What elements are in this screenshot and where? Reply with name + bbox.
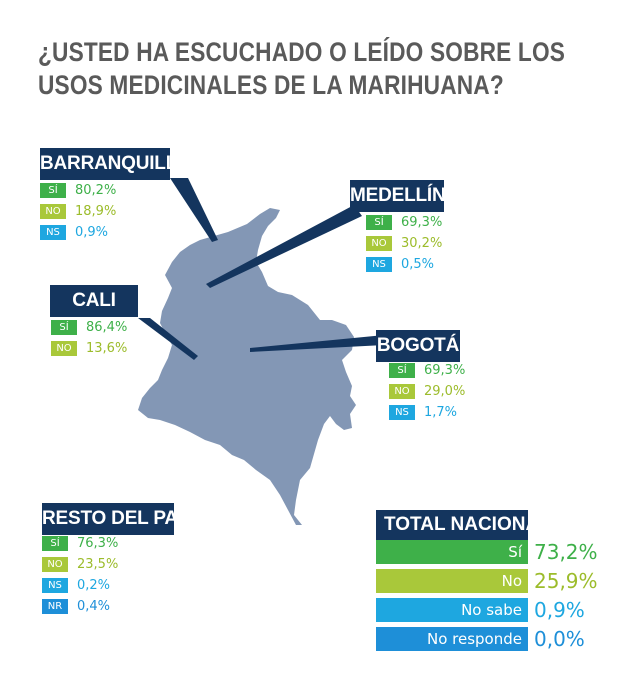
stat-row: SÍ 69,3% [389,361,480,380]
si-value: 69,3% [424,363,466,378]
title-line-2: USOS MEDICINALES DE LA MARIHUANA? [38,70,504,100]
region-stats-medellin: SÍ 69,3% NO 30,2% NS 0,5% [366,213,457,276]
chart-title: ¿USTED HA ESCUCHADO O LEÍDO SOBRE LOS US… [38,36,566,102]
region-label-bogota: BOGOTÁ [376,330,460,362]
stat-row: NO 30,2% [366,234,457,253]
national-si-bar: Sí [376,540,528,564]
si-value: 80,2% [75,183,117,198]
no-value: 23,5% [77,557,119,572]
stat-row: SÍ 80,2% [40,181,131,200]
national-row: No responde 0,0% [376,627,598,651]
no-chip: NO [51,341,77,356]
si-chip: SÍ [389,363,415,378]
no-value: 30,2% [401,236,443,251]
stat-row: SÍ 86,4% [51,318,142,337]
barranquilla-pointer [170,178,218,242]
no-chip: NO [42,557,68,572]
region-stats-barranquilla: SÍ 80,2% NO 18,9% NS 0,9% [40,181,131,244]
national-row: Sí 73,2% [376,540,598,564]
ns-chip: NS [389,405,415,420]
national-ns-value: 0,9% [534,598,585,622]
region-label-cali: CALI [50,285,138,317]
ns-chip: NS [42,578,68,593]
national-total-rows: Sí 73,2% No 25,9% No sabe 0,9% No respon… [376,540,598,656]
ns-chip: NS [366,257,392,272]
no-value: 13,6% [86,341,128,356]
national-nr-bar: No responde [376,627,528,651]
no-value: 18,9% [75,204,117,219]
medellin-pointer [206,205,362,288]
region-stats-resto-del-pais: SÍ 76,3% NO 23,5% NS 0,2% NR 0,4% [42,534,133,618]
national-no-bar: No [376,569,528,593]
stat-row: NO 13,6% [51,339,142,358]
ns-value: 0,9% [75,225,109,240]
no-chip: NO [389,384,415,399]
stat-row: NS 0,2% [42,576,133,595]
si-value: 76,3% [77,536,119,551]
stat-row: NO 29,0% [389,382,480,401]
si-chip: SÍ [42,536,68,551]
ns-value: 0,2% [77,578,111,593]
national-no-value: 25,9% [534,569,598,593]
nr-chip: NR [42,599,68,614]
ns-chip: NS [40,225,66,240]
stat-row: NS 1,7% [389,403,480,422]
national-row: No 25,9% [376,569,598,593]
si-chip: SÍ [366,215,392,230]
stat-row: NO 18,9% [40,202,131,221]
si-value: 69,3% [401,215,443,230]
bogota-pointer [250,335,385,352]
colombia-map-shape [138,208,356,525]
region-stats-cali: SÍ 86,4% NO 13,6% [51,318,142,360]
stat-row: NS 0,9% [40,223,131,242]
si-chip: SÍ [40,183,66,198]
stat-row: NS 0,5% [366,255,457,274]
ns-value: 0,5% [401,257,435,272]
title-line-1: ¿USTED HA ESCUCHADO O LEÍDO SOBRE LOS [38,37,566,67]
si-chip: SÍ [51,320,77,335]
no-chip: NO [40,204,66,219]
national-total-title: TOTAL NACIONAL: [376,510,557,540]
ns-value: 1,7% [424,405,458,420]
region-label-resto-del-pais: RESTO DEL PAÍS [42,503,196,535]
stat-row: SÍ 76,3% [42,534,133,553]
cali-pointer [138,318,198,360]
region-stats-bogota: SÍ 69,3% NO 29,0% NS 1,7% [389,361,480,424]
national-row: No sabe 0,9% [376,598,598,622]
region-label-medellin: MEDELLÍN [350,180,446,212]
stat-row: NR 0,4% [42,597,133,616]
stat-row: SÍ 69,3% [366,213,457,232]
nr-value: 0,4% [77,599,111,614]
stat-row: NO 23,5% [42,555,133,574]
no-chip: NO [366,236,392,251]
si-value: 86,4% [86,320,128,335]
national-ns-bar: No sabe [376,598,528,622]
national-si-value: 73,2% [534,540,598,564]
national-nr-value: 0,0% [534,627,585,651]
no-value: 29,0% [424,384,466,399]
region-label-barranquilla: BARRANQUILLA [40,148,191,180]
